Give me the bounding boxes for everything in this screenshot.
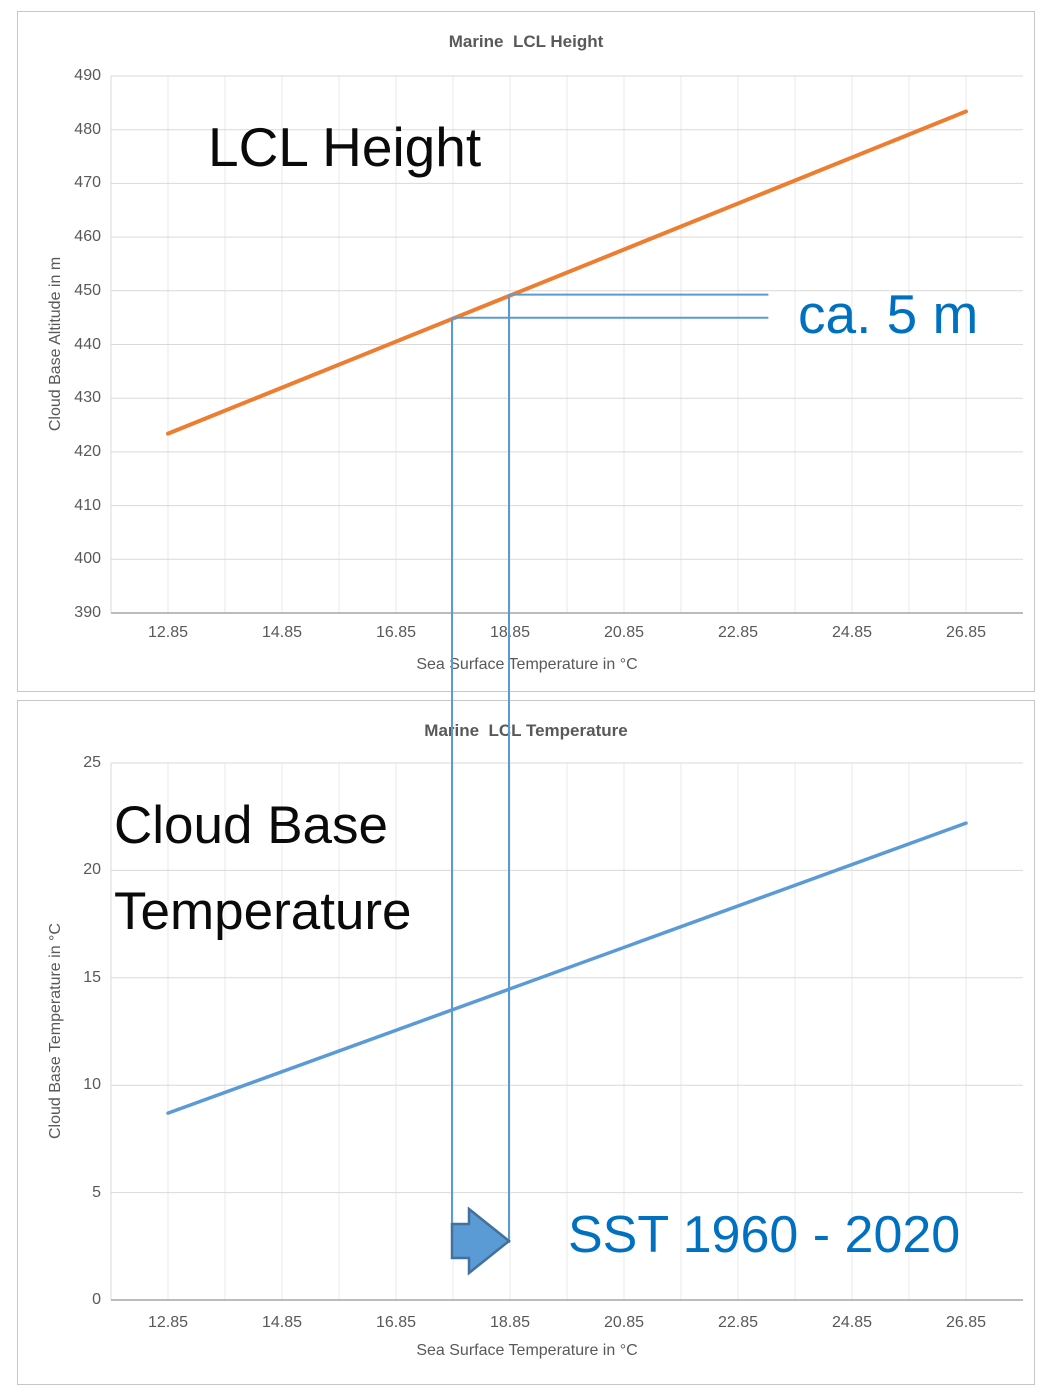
y-tick-label: 460: [74, 228, 101, 246]
x-tick-label: 26.85: [945, 1314, 987, 1331]
y-tick-label: 20: [83, 861, 101, 879]
y-tick-label: 15: [83, 968, 101, 986]
series-lcl-height: [166, 109, 968, 436]
x-axis-title-sst-top: Sea Surface Temperature in °C: [416, 656, 638, 673]
annotation-cloud-base-temperature: Cloud Base Temperature: [114, 783, 412, 955]
annotation-sst-1960-2020: SST 1960 - 2020: [568, 1206, 961, 1264]
x-tick-label: 16.85: [375, 1314, 417, 1331]
y-axis-title-cloud-base-temp: Cloud Base Temperature in °C: [47, 923, 64, 1139]
chart-panel-lcl-height: 490 480 470 460 450 440 430 420 410 400 390 12.85 14…: [17, 11, 1035, 692]
y-axis-title-altitude: Cloud Base Altitude in m: [47, 256, 64, 432]
x-tick-label: 14.85: [261, 624, 303, 641]
y-tick-label: 5: [92, 1183, 101, 1201]
y-tick-label: 10: [83, 1076, 101, 1094]
y-tick-label: 440: [74, 335, 101, 353]
annotation-cloud-base-line2: Temperature: [114, 882, 412, 941]
y-tick-label: 490: [74, 67, 101, 84]
x-tick-label: 22.85: [717, 624, 759, 641]
y-tick-label: 390: [74, 604, 101, 621]
annotation-lcl-height: LCL Height: [208, 116, 482, 178]
x-tick-label: 12.85: [147, 1314, 189, 1331]
annotation-ca-5-m: ca. 5 m: [798, 283, 979, 345]
y-tick-label: 420: [74, 442, 101, 460]
lcl-temperature-plot-area: [110, 762, 1023, 1301]
y-tick-label: 0: [92, 1291, 101, 1308]
x-tick-label: 24.85: [831, 624, 873, 641]
x-tick-label: 22.85: [717, 1314, 759, 1331]
y-tick-label: 25: [83, 754, 101, 771]
x-tick-label: 18.85: [489, 624, 531, 641]
lcl-height-plot-area: [110, 75, 1023, 614]
x-tick-label: 12.85: [147, 624, 189, 641]
x-tick-label: 24.85: [831, 1314, 873, 1331]
x-axis-title-sst-bottom: Sea Surface Temperature in °C: [416, 1342, 638, 1359]
chart-title-lcl-temperature: Marine LCL Temperature: [424, 721, 628, 740]
y-tick-label: 450: [74, 281, 101, 299]
y-tick-label: 410: [74, 496, 101, 514]
chart-title-lcl-height: Marine LCL Height: [448, 32, 604, 51]
y-tick-label: 480: [74, 120, 101, 138]
chart-panel-lcl-temperature: 25 20 15 10 5 0 12.85 14.85 16.85 18.85 20.85 22.85…: [17, 700, 1035, 1385]
x-tick-label: 14.85: [261, 1314, 303, 1331]
y-tick-label: 400: [74, 550, 101, 568]
x-tick-label: 20.85: [603, 624, 645, 641]
annotation-cloud-base-line1: Cloud Base: [114, 796, 389, 855]
x-tick-label: 20.85: [603, 1314, 645, 1331]
y-tick-label: 470: [74, 174, 101, 192]
y-tick-label: 430: [74, 389, 101, 407]
x-tick-label: 18.85: [489, 1314, 531, 1331]
series-cloud-base-temperature: [166, 821, 968, 1115]
x-tick-label: 16.85: [375, 624, 417, 641]
x-tick-label: 26.85: [945, 624, 987, 641]
